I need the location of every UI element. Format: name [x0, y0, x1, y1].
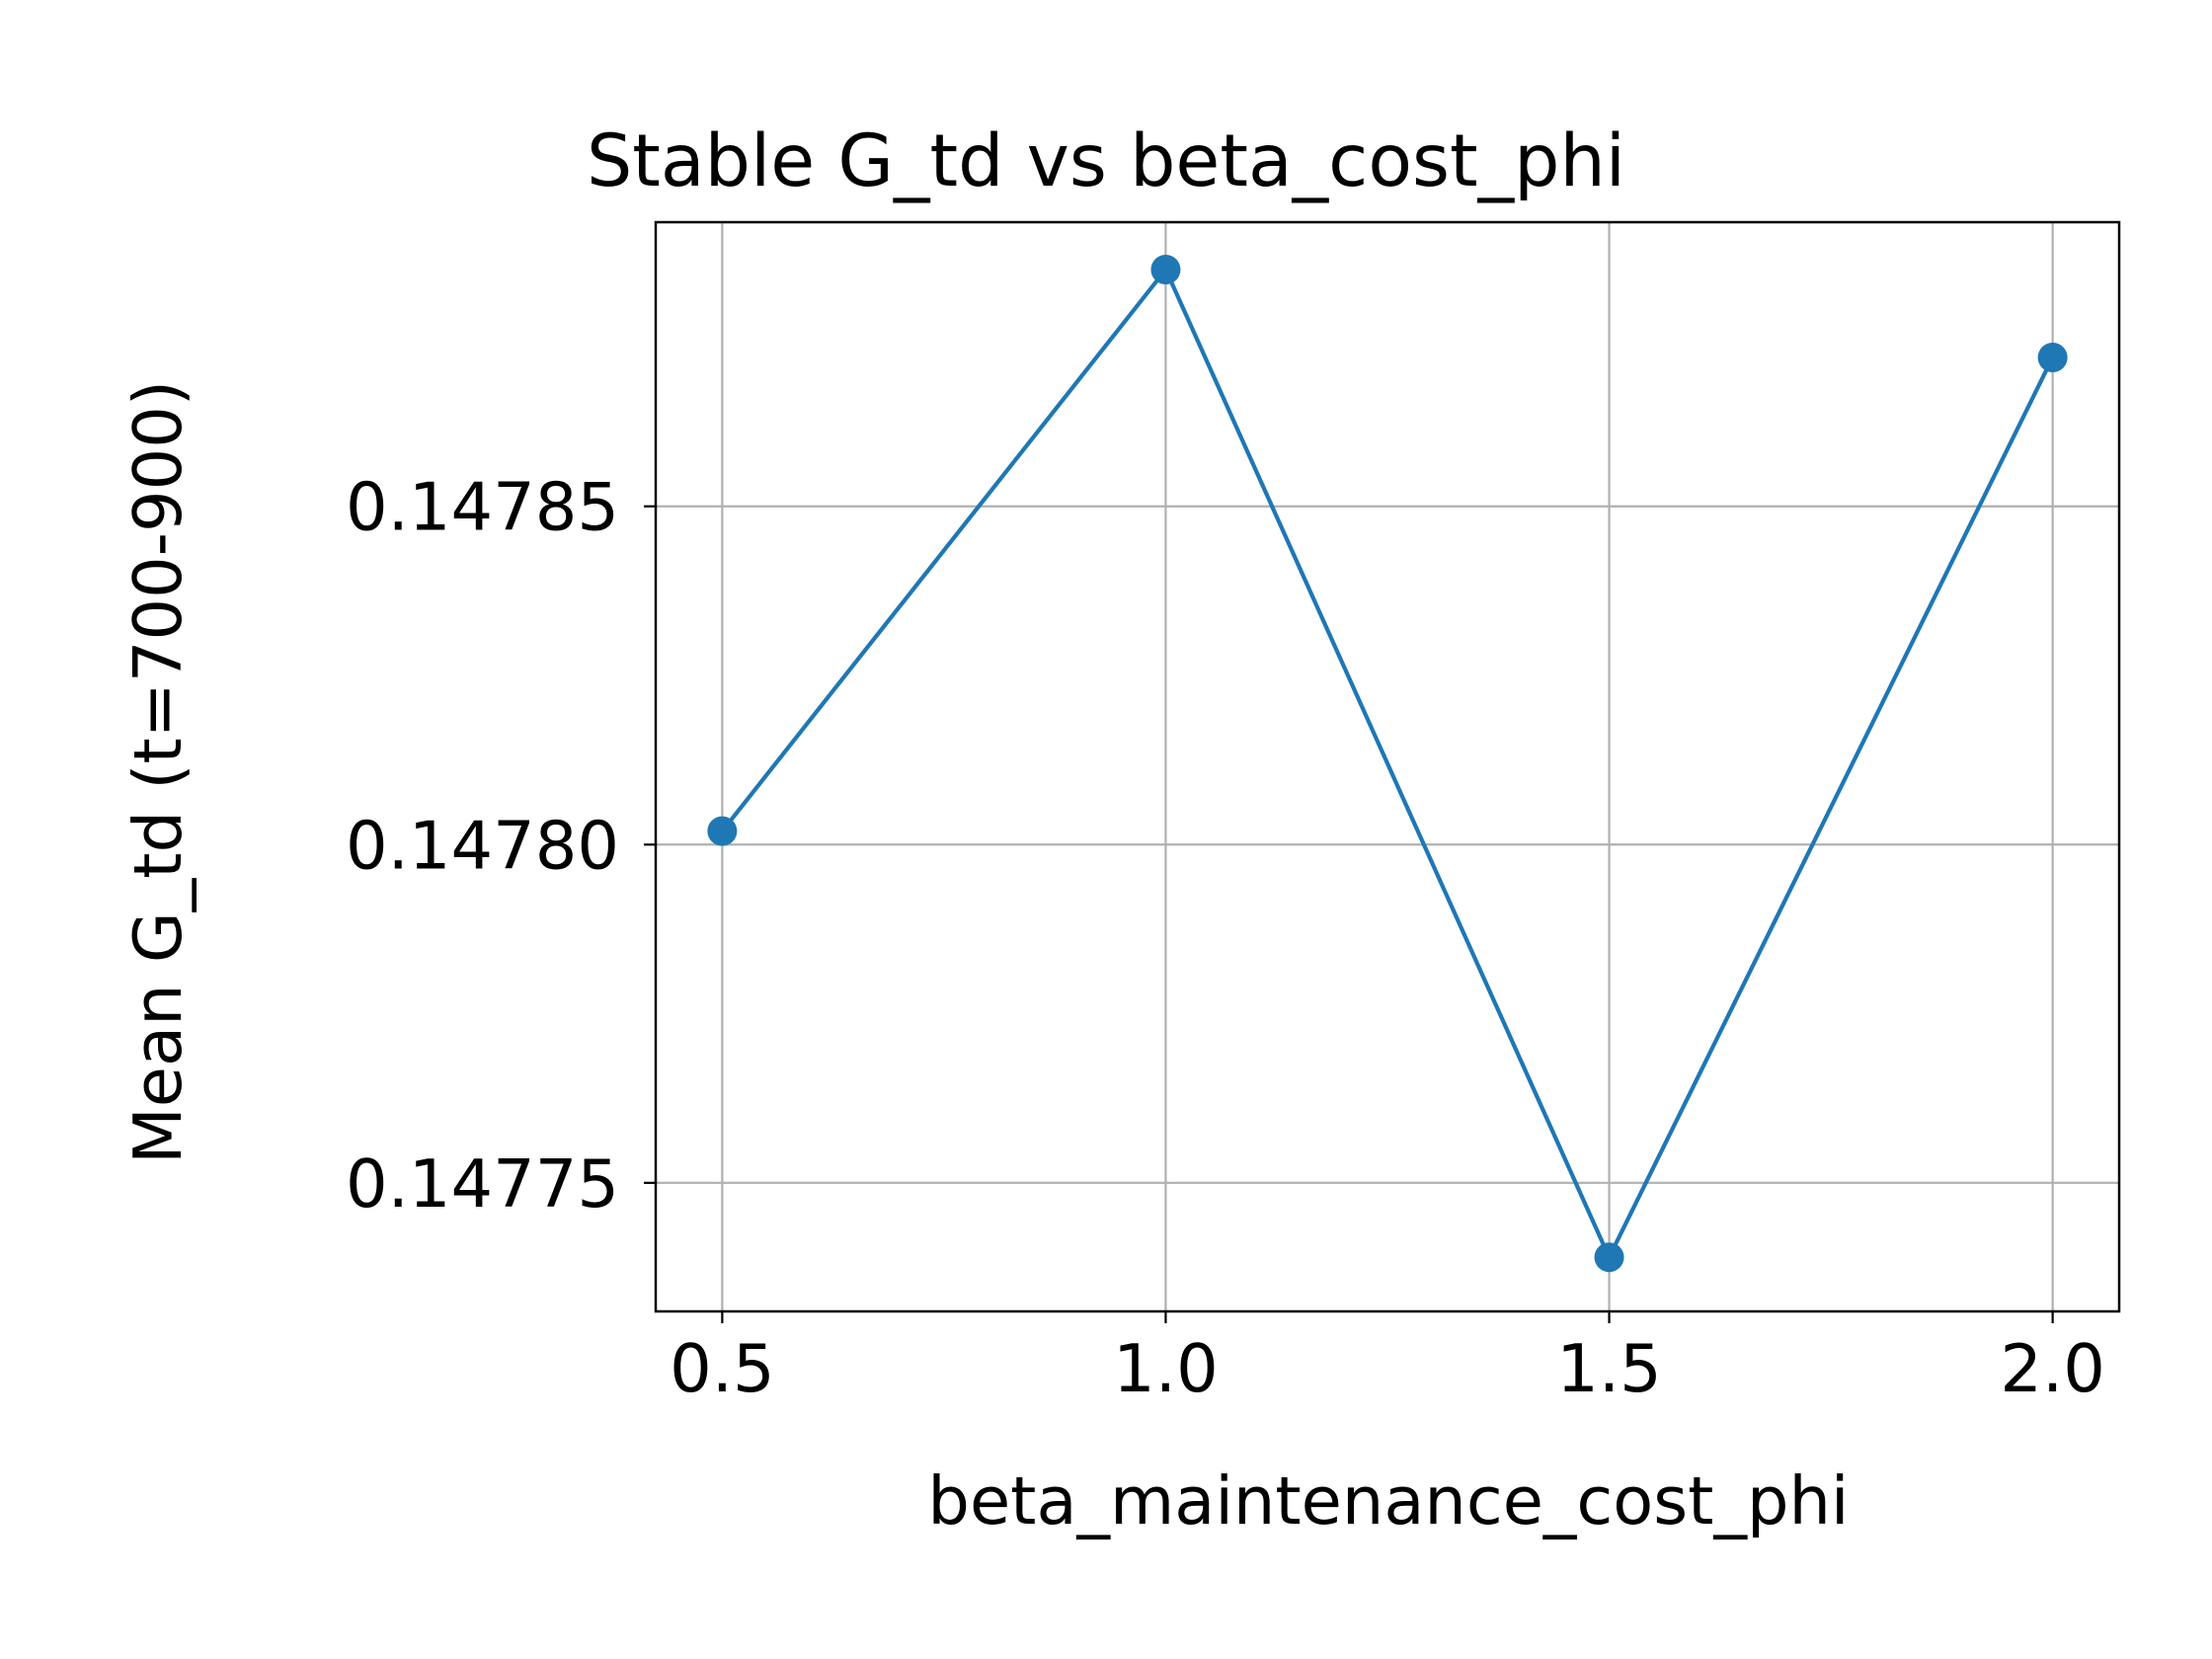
chart-title: Stable G_td vs beta_cost_phi — [587, 119, 1625, 203]
x-tick-label: 0.5 — [670, 1330, 775, 1407]
y-tick-label: 0.14785 — [346, 469, 619, 546]
data-point — [1594, 1242, 1624, 1273]
data-point — [1150, 254, 1181, 284]
axis-ticks: 0.5 1.0 1.5 2.0 0.14775 0.14780 0.14785 — [346, 469, 2105, 1407]
x-tick-label: 2.0 — [2000, 1330, 2105, 1407]
grid-lines — [656, 222, 2119, 1311]
y-tick-label: 0.14775 — [346, 1146, 619, 1223]
x-tick-label: 1.0 — [1113, 1330, 1219, 1407]
y-tick-label: 0.14780 — [346, 807, 619, 884]
y-axis-label: Mean G_td (t=700-900) — [119, 380, 197, 1164]
x-tick-label: 1.5 — [1556, 1330, 1662, 1407]
series-line — [719, 267, 2056, 1260]
data-point — [2037, 343, 2068, 373]
data-point — [707, 816, 738, 846]
series-layer — [707, 254, 2068, 1273]
x-axis-label: beta_maintenance_cost_phi — [927, 1462, 1849, 1540]
plot-area-frame — [654, 220, 2121, 1313]
